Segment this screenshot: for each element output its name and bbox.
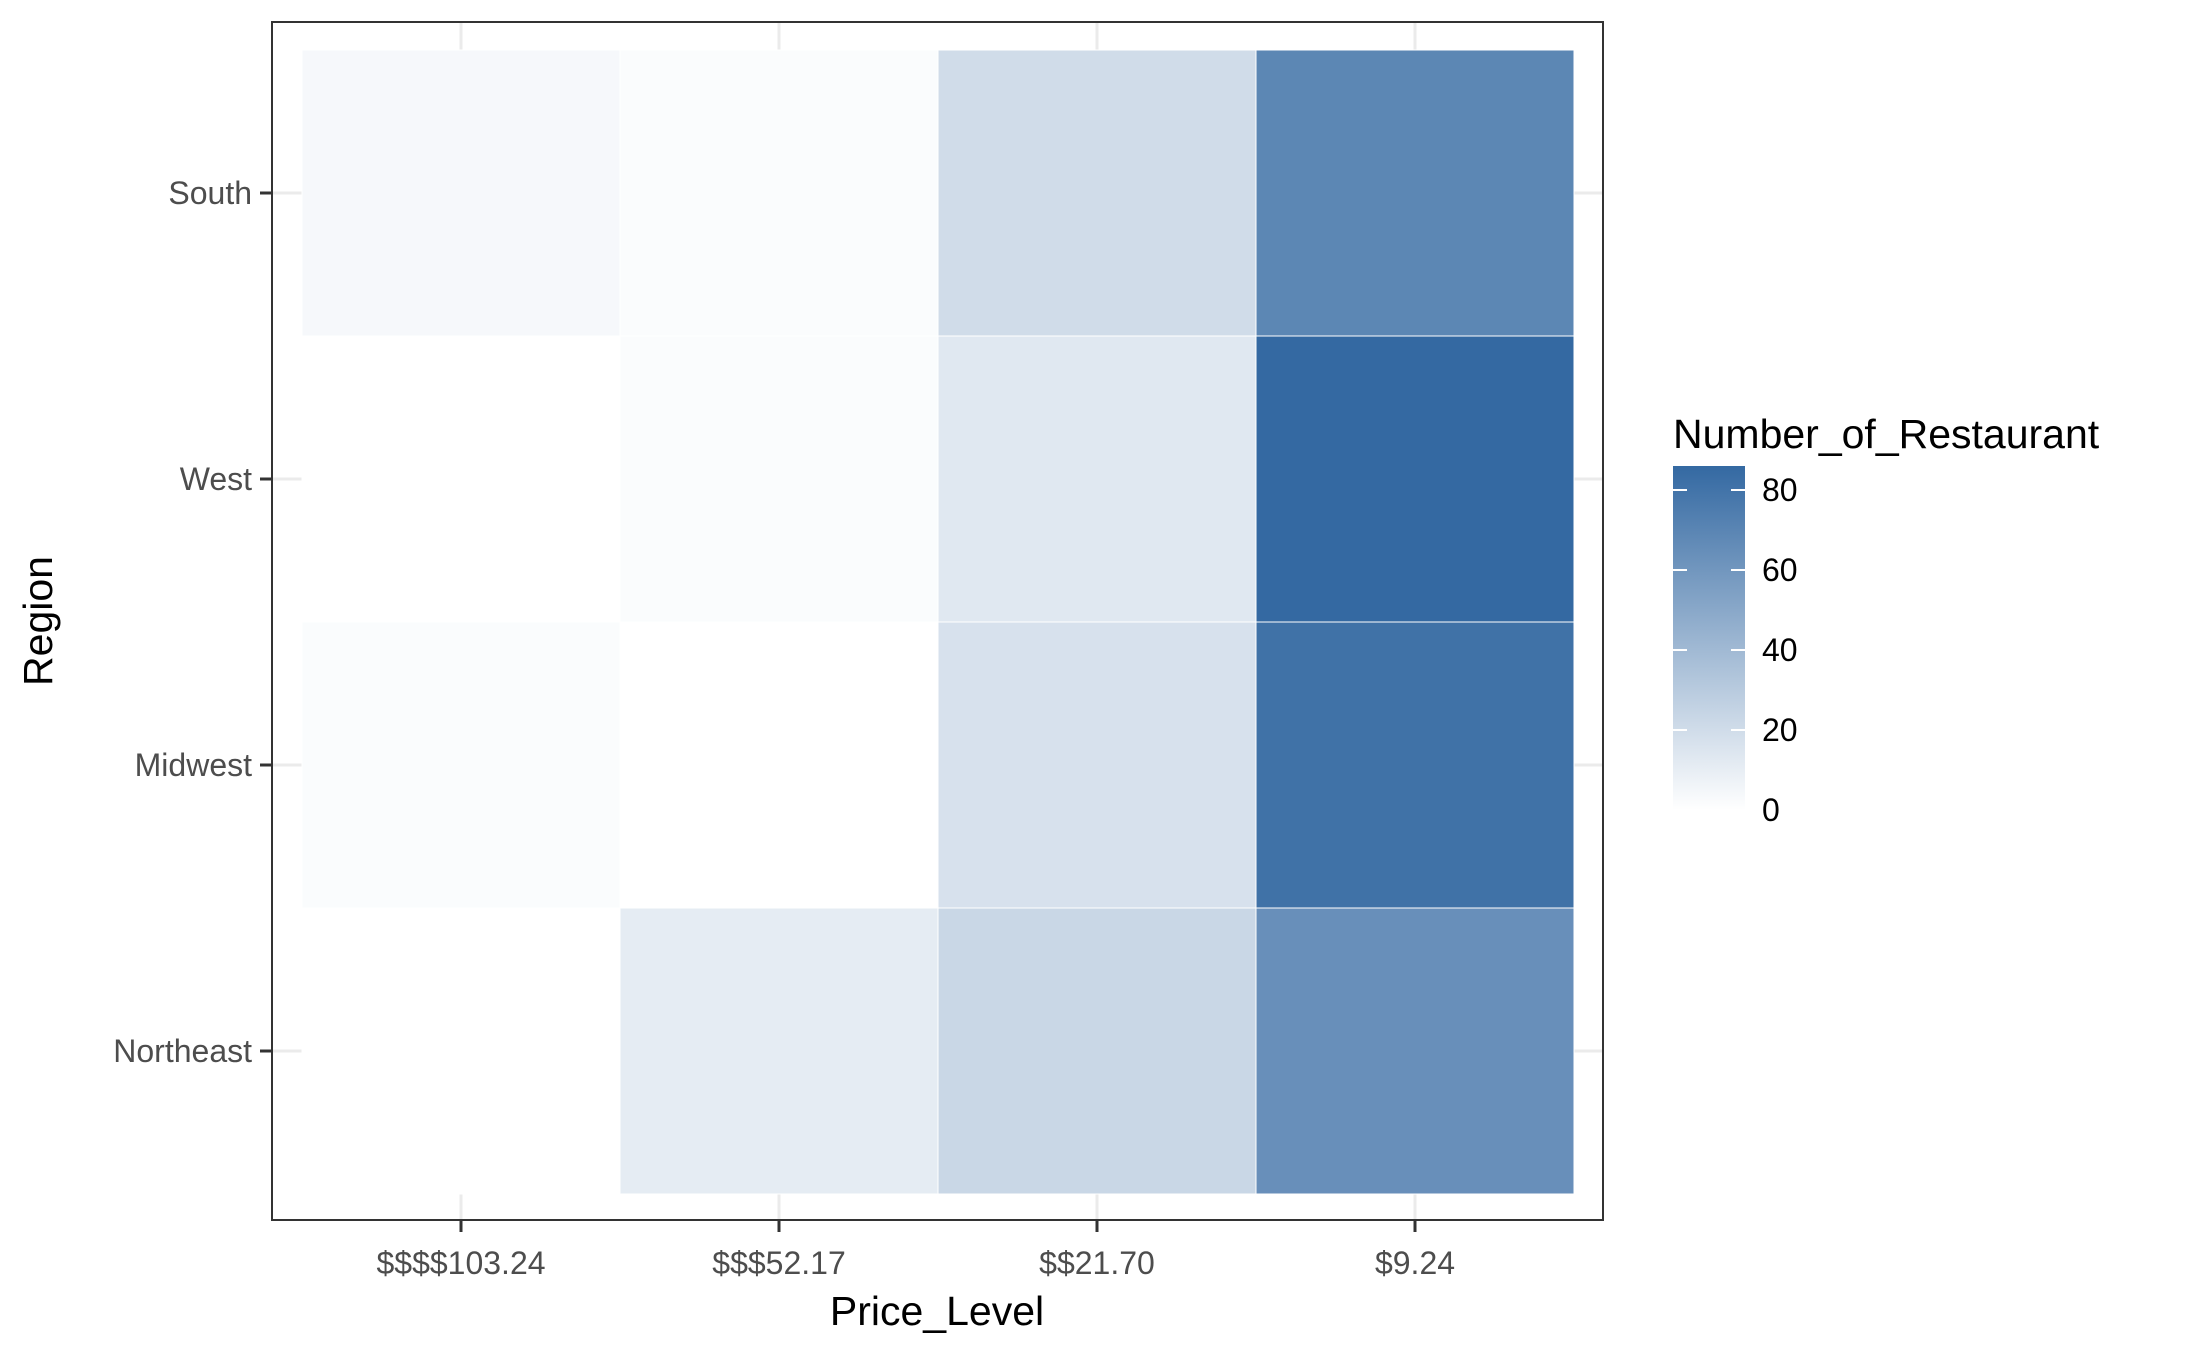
heatmap-cell <box>619 907 939 1195</box>
heatmap-cell <box>301 49 621 337</box>
heatmap-cell <box>937 335 1257 623</box>
y-tick-label: Midwest <box>135 747 252 783</box>
heatmap-cell <box>937 621 1257 909</box>
heatmap-cell <box>1255 335 1575 623</box>
legend-title: Number_of_Restaurant <box>1673 411 2100 457</box>
x-tick-label: $$$$103.24 <box>376 1245 545 1281</box>
panel-border <box>271 21 1604 1221</box>
x-tick-label: $9.24 <box>1375 1245 1455 1281</box>
y-axis: South West Midwest Northeast <box>113 175 272 1069</box>
legend-tick-label: 80 <box>1762 472 1798 508</box>
heatmap-cell <box>619 335 939 623</box>
heatmap-cell <box>619 621 939 909</box>
y-tick-label: Northeast <box>113 1033 252 1069</box>
legend-tick-label: 20 <box>1762 712 1798 748</box>
x-axis-title: Price_Level <box>830 1288 1044 1334</box>
cell-layer <box>301 49 1575 1195</box>
heatmap-cell <box>301 621 621 909</box>
legend-colorbar <box>1673 466 1745 810</box>
legend-tick-label: 60 <box>1762 552 1798 588</box>
heatmap-cell <box>1255 49 1575 337</box>
heatmap-cell <box>937 907 1257 1195</box>
heatmap-cell <box>1255 907 1575 1195</box>
heatmap-cell <box>937 49 1257 337</box>
y-tick-label: West <box>180 461 252 497</box>
x-tick-label: $$$52.17 <box>712 1245 845 1281</box>
heatmap-cell <box>301 335 621 623</box>
legend: Number_of_Restaurant 0 20 40 60 80 <box>1673 411 2100 828</box>
legend-tick-label: 0 <box>1762 792 1780 828</box>
y-tick-label: South <box>168 175 252 211</box>
x-tick-label: $$21.70 <box>1039 1245 1155 1281</box>
legend-ticks: 0 20 40 60 80 <box>1673 472 1798 828</box>
y-axis-title: Region <box>15 556 61 686</box>
heatmap-cell <box>1255 621 1575 909</box>
x-axis: $$$$103.24 $$$52.17 $$21.70 $9.24 <box>376 1220 1455 1281</box>
heatmap-cell <box>301 907 621 1195</box>
legend-tick-label: 40 <box>1762 632 1798 668</box>
heatmap-cell <box>619 49 939 337</box>
